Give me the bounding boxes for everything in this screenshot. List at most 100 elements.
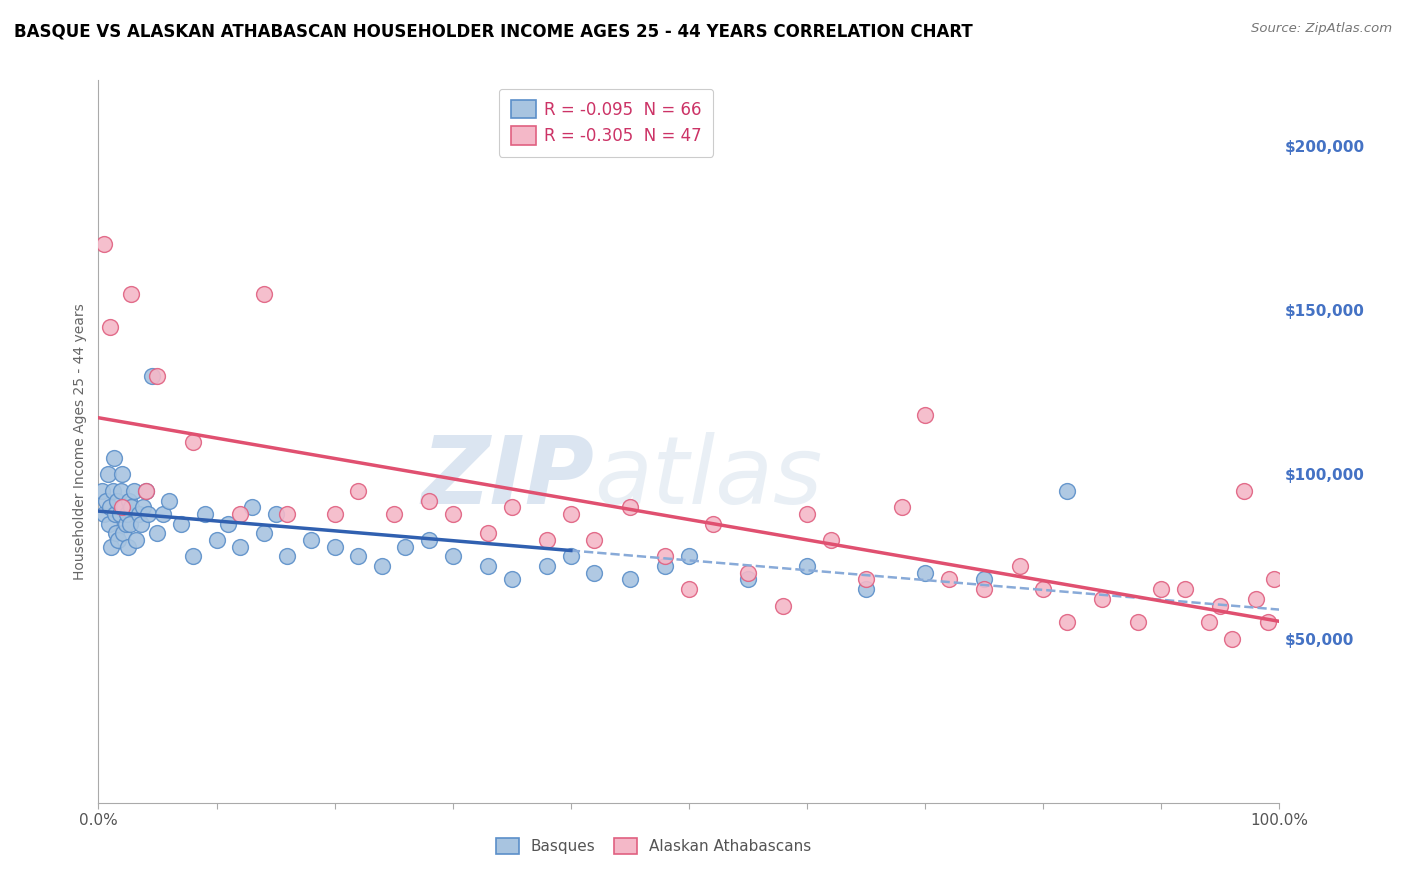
Point bbox=[1220, 632, 1243, 646]
Point bbox=[938, 573, 960, 587]
Point bbox=[678, 582, 700, 597]
Point bbox=[105, 493, 128, 508]
Point bbox=[1091, 592, 1114, 607]
Point bbox=[181, 549, 204, 564]
Point bbox=[120, 516, 142, 531]
Point bbox=[97, 467, 120, 482]
Point bbox=[1233, 483, 1256, 498]
Point bbox=[477, 526, 499, 541]
Point bbox=[229, 507, 252, 521]
Point bbox=[157, 493, 180, 508]
Point bbox=[229, 540, 252, 554]
Point bbox=[135, 483, 157, 498]
Point bbox=[619, 573, 641, 587]
Point bbox=[1174, 582, 1197, 597]
Point bbox=[264, 507, 287, 521]
Point bbox=[181, 434, 204, 449]
Point bbox=[441, 507, 464, 521]
Point bbox=[111, 467, 134, 482]
Point bbox=[1032, 582, 1054, 597]
Point bbox=[855, 573, 877, 587]
Point bbox=[973, 582, 995, 597]
Point bbox=[94, 493, 117, 508]
Point bbox=[103, 450, 125, 465]
Point bbox=[323, 507, 346, 521]
Point bbox=[702, 516, 724, 531]
Point bbox=[796, 559, 818, 574]
Point bbox=[501, 500, 523, 515]
Point bbox=[678, 549, 700, 564]
Point bbox=[141, 368, 163, 383]
Point bbox=[115, 507, 138, 521]
Point bbox=[654, 549, 676, 564]
Point bbox=[121, 286, 143, 301]
Point bbox=[152, 507, 174, 521]
Point bbox=[796, 507, 818, 521]
Point bbox=[217, 516, 239, 531]
Point bbox=[347, 549, 370, 564]
Point bbox=[128, 507, 150, 521]
Point bbox=[105, 526, 128, 541]
Point bbox=[536, 559, 558, 574]
Point bbox=[108, 507, 131, 521]
Point bbox=[146, 368, 169, 383]
Point bbox=[1263, 573, 1285, 587]
Point bbox=[394, 540, 416, 554]
Point bbox=[560, 549, 582, 564]
Point bbox=[299, 533, 322, 547]
Text: atlas: atlas bbox=[595, 432, 823, 524]
Point bbox=[205, 533, 228, 547]
Point bbox=[501, 573, 523, 587]
Point bbox=[101, 483, 124, 498]
Point bbox=[1198, 615, 1220, 630]
Text: ZIP: ZIP bbox=[422, 432, 595, 524]
Point bbox=[112, 500, 135, 515]
Point bbox=[146, 526, 169, 541]
Point bbox=[91, 483, 114, 498]
Point bbox=[347, 483, 370, 498]
Point bbox=[477, 559, 499, 574]
Point bbox=[118, 493, 141, 508]
Point bbox=[1244, 592, 1267, 607]
Point bbox=[112, 526, 135, 541]
Point bbox=[98, 500, 121, 515]
Point bbox=[441, 549, 464, 564]
Point bbox=[114, 516, 136, 531]
Point bbox=[772, 599, 794, 613]
Point bbox=[1008, 559, 1031, 574]
Point bbox=[914, 566, 936, 580]
Point bbox=[855, 582, 877, 597]
Legend: Basques, Alaskan Athabascans: Basques, Alaskan Athabascans bbox=[489, 832, 817, 860]
Point bbox=[136, 507, 159, 521]
Point bbox=[93, 237, 115, 252]
Point bbox=[560, 507, 582, 521]
Point bbox=[253, 286, 276, 301]
Point bbox=[98, 319, 121, 334]
Point bbox=[276, 549, 298, 564]
Point bbox=[111, 500, 134, 515]
Point bbox=[110, 483, 132, 498]
Point bbox=[98, 516, 121, 531]
Y-axis label: Householder Income Ages 25 - 44 years: Householder Income Ages 25 - 44 years bbox=[73, 303, 87, 580]
Point bbox=[382, 507, 405, 521]
Point bbox=[135, 483, 157, 498]
Point bbox=[93, 507, 115, 521]
Point bbox=[418, 533, 440, 547]
Point bbox=[737, 573, 759, 587]
Point bbox=[914, 409, 936, 423]
Point bbox=[1150, 582, 1173, 597]
Point bbox=[240, 500, 263, 515]
Point bbox=[100, 540, 122, 554]
Point bbox=[1056, 483, 1078, 498]
Point bbox=[890, 500, 912, 515]
Point bbox=[1257, 615, 1279, 630]
Point bbox=[121, 500, 143, 515]
Point bbox=[107, 533, 129, 547]
Point bbox=[371, 559, 394, 574]
Point bbox=[1126, 615, 1149, 630]
Text: BASQUE VS ALASKAN ATHABASCAN HOUSEHOLDER INCOME AGES 25 - 44 YEARS CORRELATION C: BASQUE VS ALASKAN ATHABASCAN HOUSEHOLDER… bbox=[14, 22, 973, 40]
Point bbox=[583, 566, 606, 580]
Point bbox=[104, 507, 127, 521]
Point bbox=[132, 500, 155, 515]
Point bbox=[418, 493, 440, 508]
